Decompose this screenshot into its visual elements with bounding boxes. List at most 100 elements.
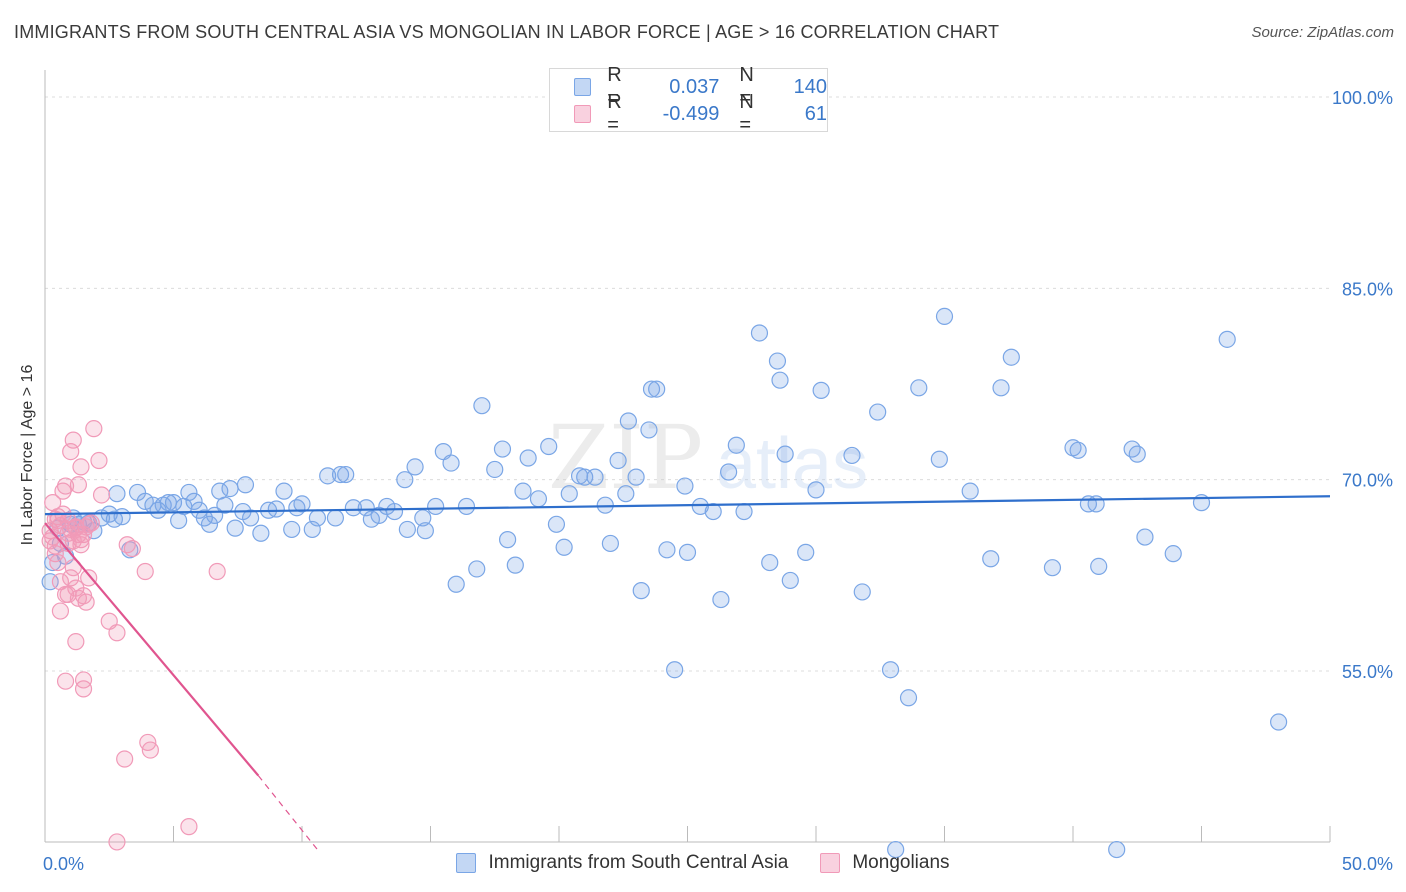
data-point-mongolians <box>77 593 95 611</box>
legend-r-value: 0.037 <box>669 75 720 98</box>
data-point-immigrants <box>658 541 676 559</box>
data-point-mongolians <box>72 531 90 549</box>
data-point-immigrants <box>1087 495 1105 513</box>
data-point-immigrants <box>691 497 709 516</box>
data-point-immigrants <box>627 468 645 486</box>
data-point-immigrants <box>797 543 815 561</box>
legend-item-immigrants: Immigrants from South Central Asia <box>456 852 788 874</box>
data-point-mongolians <box>46 545 64 563</box>
data-point-immigrants <box>326 509 345 527</box>
data-point-mongolians <box>51 602 70 620</box>
data-point-immigrants <box>812 381 830 399</box>
data-point-mongolians <box>108 833 126 851</box>
data-point-immigrants <box>1164 545 1182 563</box>
data-point-immigrants <box>982 550 1000 568</box>
data-point-immigrants <box>136 492 154 510</box>
data-point-immigrants <box>493 440 512 458</box>
data-point-immigrants <box>781 571 799 590</box>
data-point-immigrants <box>887 840 905 859</box>
data-point-mongolians <box>123 539 141 558</box>
data-point-immigrants <box>1108 840 1126 859</box>
data-point-mongolians <box>180 818 198 836</box>
data-point-immigrants <box>1269 713 1288 731</box>
watermark: ZIP atlas <box>548 406 868 509</box>
data-point-mongolians <box>64 431 82 449</box>
data-point-immigrants <box>406 458 424 476</box>
legend-swatch-mongolians <box>820 853 841 873</box>
data-point-immigrants <box>853 583 871 601</box>
data-point-immigrants <box>619 412 637 430</box>
data-point-mongolians <box>41 532 59 550</box>
data-point-immigrants <box>1136 528 1154 546</box>
legend-n-value: 61 <box>804 102 827 125</box>
data-point-immigrants <box>457 497 476 516</box>
data-point-immigrants <box>275 482 293 500</box>
data-point-immigrants <box>720 463 738 481</box>
y-tick-label: 55.0% <box>1342 662 1393 682</box>
data-point-mongolians <box>141 741 159 759</box>
legend-swatch-immigrants <box>574 78 592 96</box>
data-point-mongolians <box>136 562 154 581</box>
data-point-immigrants <box>640 421 658 439</box>
legend-item-mongolians: Mongolians <box>820 852 950 874</box>
legend-n-label: N = <box>739 64 754 109</box>
data-point-immigrants <box>540 437 558 456</box>
data-point-immigrants <box>776 445 794 463</box>
data-point-immigrants <box>632 582 650 600</box>
data-point-immigrants <box>486 460 504 479</box>
legend-swatch-mongolians <box>574 105 592 123</box>
data-point-immigrants <box>961 482 979 500</box>
data-point-immigrants <box>1090 557 1108 576</box>
gridlines <box>45 96 1330 672</box>
data-point-immigrants <box>514 482 532 500</box>
data-point-immigrants <box>385 502 404 521</box>
legend-n-value: 140 <box>793 75 827 98</box>
data-point-mongolians <box>90 451 108 470</box>
tick-labels: 100.0% 85.0% 70.0% 55.0% 0.0% 50.0% <box>43 88 1393 874</box>
data-point-immigrants <box>586 468 604 486</box>
legend-row-immigrants: R = 0.037 N = 140 <box>574 64 827 109</box>
series-immigrants-points <box>41 307 1288 859</box>
legend-label-immigrants: Immigrants from South Central Asia <box>488 852 789 873</box>
data-point-immigrants <box>200 515 219 533</box>
data-point-mongolians <box>49 508 67 526</box>
watermark-atlas: atlas <box>716 424 868 504</box>
data-point-immigrants <box>761 553 779 572</box>
data-point-immigrants <box>529 490 548 508</box>
trend-extension-mongolians <box>257 775 318 850</box>
data-point-immigrants <box>881 661 900 679</box>
data-point-mongolians <box>74 680 93 698</box>
data-point-immigrants <box>499 531 517 549</box>
data-point-mongolians <box>59 585 77 604</box>
data-point-immigrants <box>935 307 954 325</box>
data-point-mongolians <box>72 458 90 476</box>
data-point-immigrants <box>1218 330 1236 348</box>
data-point-immigrants <box>506 556 524 574</box>
data-point-mongolians <box>72 536 90 554</box>
data-point-mongolians <box>80 569 98 587</box>
data-point-immigrants <box>617 485 635 503</box>
data-point-immigrants <box>712 590 730 609</box>
data-point-immigrants <box>319 467 337 485</box>
data-point-immigrants <box>1069 441 1087 459</box>
data-point-immigrants <box>642 380 661 398</box>
data-point-mongolians <box>82 514 100 532</box>
data-point-mongolians <box>62 569 80 587</box>
series-mongolians-points <box>41 420 226 851</box>
data-point-immigrants <box>337 465 355 484</box>
chart-title: IMMIGRANTS FROM SOUTH CENTRAL ASIA VS MO… <box>14 22 1000 42</box>
data-point-immigrants <box>416 522 434 540</box>
data-point-immigrants <box>768 352 787 370</box>
x-tick-label: 50.0% <box>1342 854 1393 874</box>
data-point-immigrants <box>1123 440 1141 458</box>
data-point-immigrants <box>236 476 255 494</box>
data-point-immigrants <box>396 471 414 489</box>
data-point-immigrants <box>666 661 684 679</box>
data-point-immigrants <box>180 483 198 502</box>
data-point-immigrants <box>869 403 887 421</box>
data-point-immigrants <box>221 479 239 498</box>
data-point-immigrants <box>676 477 694 495</box>
data-point-immigrants <box>283 520 301 539</box>
data-point-immigrants <box>252 524 270 542</box>
y-tick-label: 85.0% <box>1342 279 1393 299</box>
